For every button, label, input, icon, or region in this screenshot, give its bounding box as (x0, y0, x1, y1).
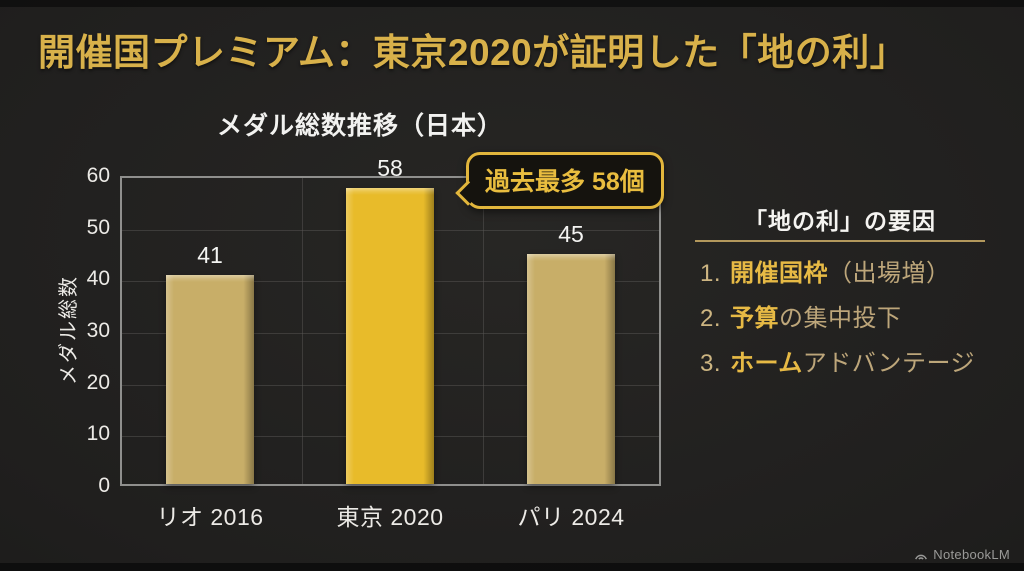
gridline (302, 178, 303, 484)
y-tick-10: 10 (86, 422, 110, 445)
factor-item-1: 1. 開催国枠（出場増） (700, 253, 951, 288)
frame-bottom-edge (0, 563, 1024, 571)
factor-text: （出場増） (828, 260, 951, 287)
y-tick-40: 40 (86, 267, 110, 290)
bar-group-rio-2016: 41 (166, 178, 254, 484)
bar-value-label: 41 (197, 242, 223, 268)
bar-group-tokyo-2020: 58 (346, 155, 434, 484)
factor-number: 2. (700, 305, 722, 332)
factor-text: の集中投下 (779, 305, 902, 332)
factors-panel-underline (695, 240, 985, 242)
bar-group-paris-2024: 45 (527, 178, 615, 484)
factor-number: 1. (700, 260, 722, 287)
y-tick-50: 50 (86, 216, 110, 239)
factor-number: 3. (700, 350, 722, 377)
bar-tokyo-2020 (346, 188, 434, 484)
y-tick-20: 20 (86, 371, 110, 394)
bar-value-label: 58 (377, 155, 403, 181)
x-tick-paris-2024: パリ 2024 (517, 504, 625, 530)
y-tick-60: 60 (86, 164, 110, 187)
x-tick-rio-2016: リオ 2016 (156, 504, 264, 530)
factor-keyword: 開催国枠 (730, 260, 829, 287)
notebooklm-brand-label: NotebookLM (933, 547, 1010, 562)
gridline (483, 178, 484, 484)
factor-text: アドバンテージ (802, 350, 976, 377)
notebooklm-brand: NotebookLM (914, 547, 1010, 562)
notebooklm-logo-icon (914, 548, 928, 561)
record-callout-bubble: 過去最多 58個 (466, 152, 664, 209)
factor-keyword: ホーム (730, 350, 803, 377)
factor-keyword: 予算 (730, 305, 780, 332)
y-tick-0: 0 (98, 474, 110, 497)
factors-panel-heading: 「地の利」の要因 (744, 208, 936, 234)
chart-title: メダル総数推移（日本） (216, 112, 503, 140)
slide-title: 開催国プレミアム：東京2020が証明した「地の利」 (38, 32, 908, 73)
factor-item-3: 3. ホームアドバンテージ (700, 343, 975, 378)
factor-item-2: 2. 予算の集中投下 (700, 298, 902, 333)
y-tick-30: 30 (86, 319, 110, 342)
x-tick-tokyo-2020: 東京 2020 (336, 504, 444, 530)
bar-value-label: 45 (558, 221, 584, 247)
bar-paris-2024 (527, 254, 615, 484)
bar-chart-plot-area: 41 58 45 (120, 155, 661, 486)
frame-top-edge (0, 0, 1024, 7)
bar-rio-2016 (166, 275, 254, 484)
